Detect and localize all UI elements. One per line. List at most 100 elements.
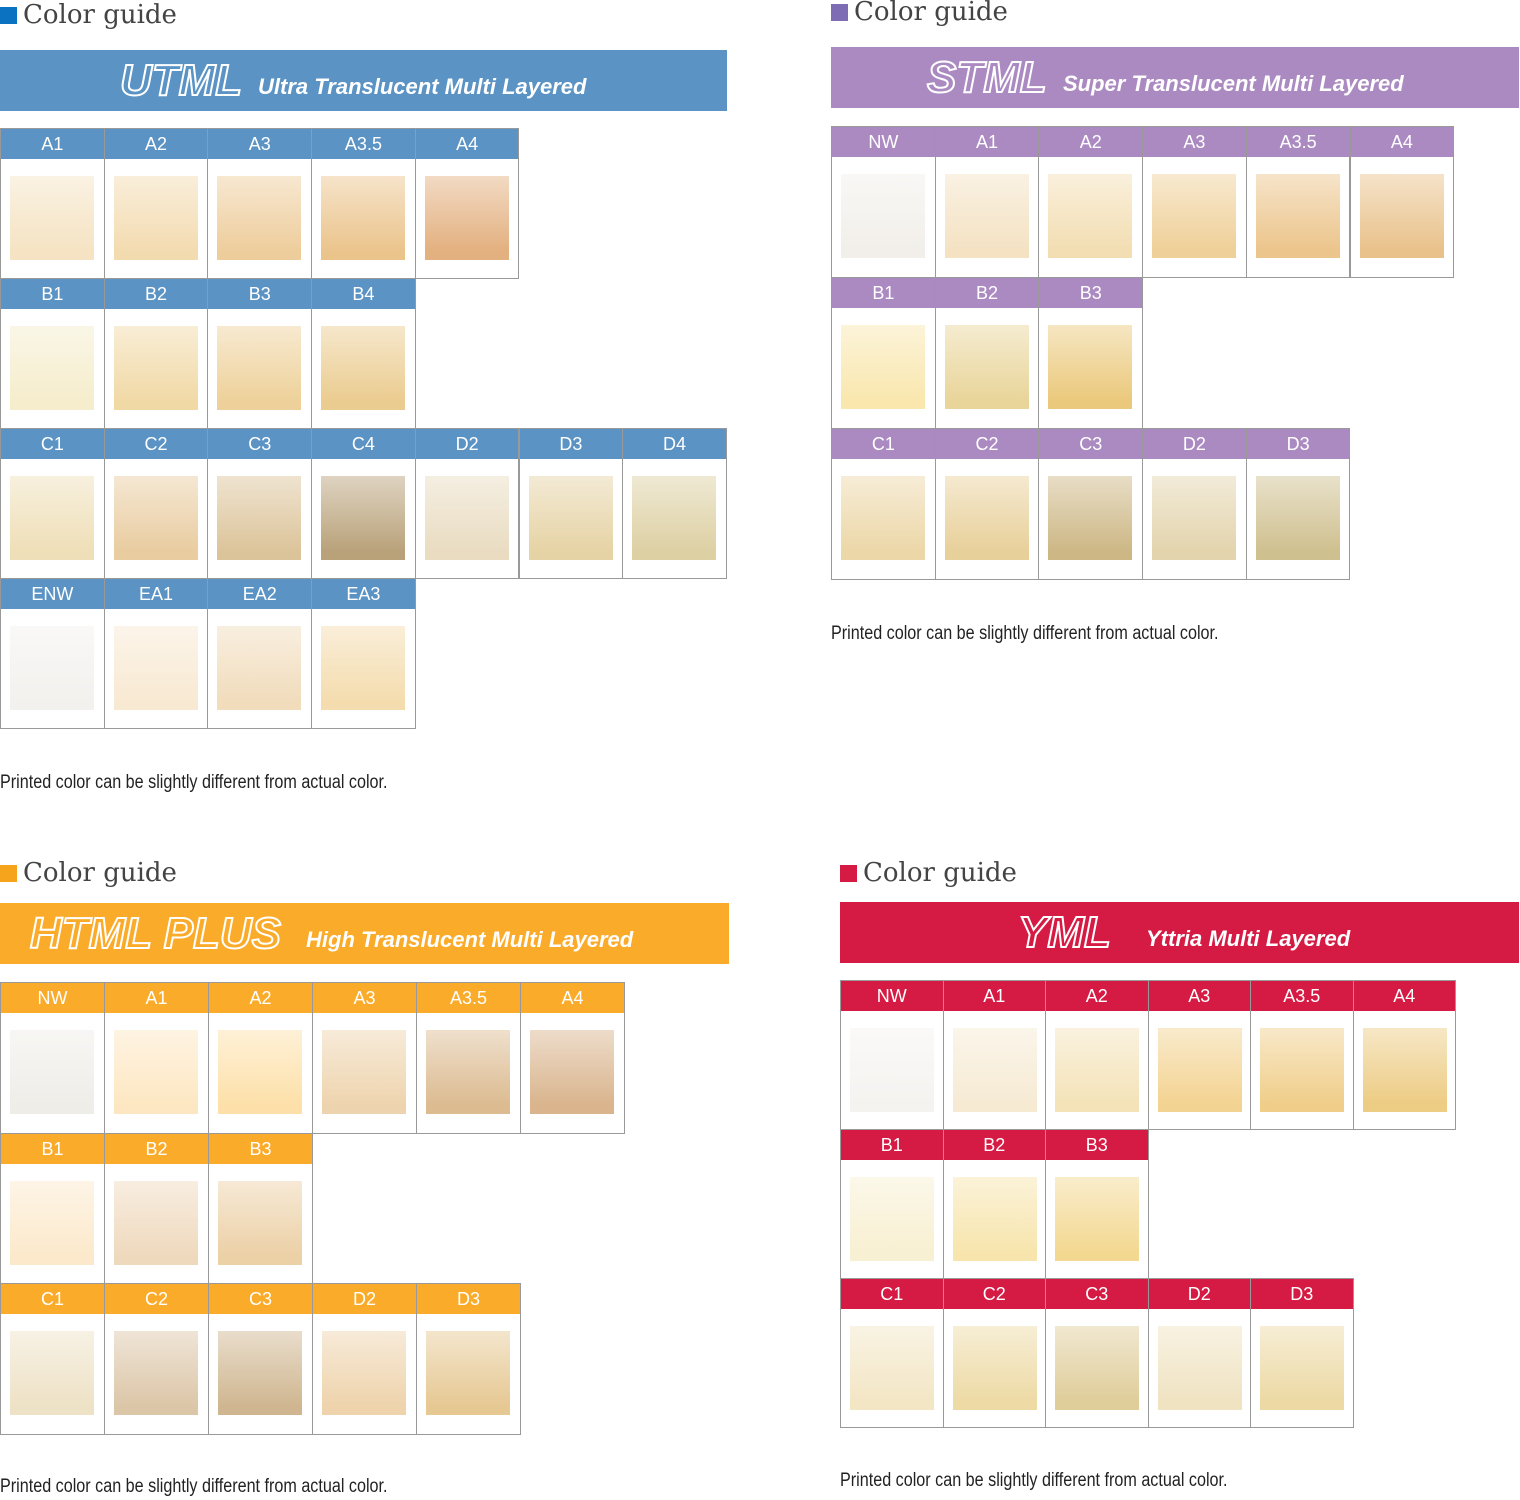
shade-cell: B1 [0, 278, 105, 429]
shade-swatch [10, 176, 94, 260]
shade-label: A3.5 [312, 129, 415, 159]
shade-swatch [218, 1331, 302, 1415]
shade-cell: C2 [104, 1283, 209, 1435]
shade-label: B1 [1, 1133, 104, 1164]
shade-label: B3 [1046, 1130, 1148, 1160]
shade-cell: D2 [312, 1283, 417, 1435]
shade-label: C3 [1046, 1279, 1148, 1309]
shade-label: A3 [208, 129, 312, 159]
shade-label: A3.5 [1251, 981, 1353, 1011]
shade-cell: A3 [1142, 126, 1247, 278]
shade-cell: A3 [312, 982, 417, 1134]
shade-swatch [632, 476, 717, 560]
shade-label: A3 [1143, 127, 1246, 157]
shade-cell: C3 [1038, 428, 1144, 580]
shade-swatch [217, 626, 302, 710]
shade-cell: C3 [207, 428, 313, 579]
shade-cell: B3 [1045, 1129, 1149, 1279]
title-band: HTML PLUS High Translucent Multi Layered [0, 903, 729, 964]
heading-text: Color guide [23, 858, 177, 888]
shade-swatch [424, 476, 509, 560]
shade-label: A1 [105, 983, 208, 1013]
shade-cell: A4 [1352, 980, 1456, 1130]
shade-cell: A4 [520, 982, 625, 1134]
shade-swatch [528, 476, 613, 560]
shade-label: C3 [208, 429, 312, 459]
shade-cell: EA3 [311, 578, 416, 729]
heading: Color guide [831, 0, 1008, 27]
shade-swatch [10, 626, 94, 710]
heading-marker [0, 865, 17, 882]
shade-label: B1 [832, 278, 935, 308]
shade-swatch [1255, 174, 1340, 258]
shade-cell: A1 [942, 980, 1046, 1130]
shade-swatch [952, 1326, 1037, 1410]
product-subtitle: Yttria Multi Layered [1146, 926, 1351, 951]
shade-swatch [841, 325, 925, 409]
shade-swatch [1260, 1326, 1344, 1410]
shade-label: NW [832, 127, 935, 157]
shade-label: B2 [105, 1133, 208, 1164]
note: Printed color can be slightly different … [0, 772, 388, 793]
shade-swatch [944, 174, 1029, 258]
shade-cell: A3 [1147, 980, 1251, 1130]
shade-label: B2 [943, 1130, 1045, 1160]
shade-cell: C2 [103, 428, 209, 579]
shade-cell: C3 [208, 1283, 313, 1435]
shade-label: A1 [1, 129, 104, 159]
shade-swatch [1157, 1326, 1242, 1410]
shade-cell: NW [840, 980, 944, 1130]
shade-swatch [530, 1030, 614, 1114]
heading: Color guide [0, 0, 177, 30]
shade-swatch [113, 476, 198, 560]
shade-label: A2 [104, 129, 208, 159]
shade-label: D3 [1251, 1279, 1353, 1309]
shade-label: C3 [1039, 429, 1143, 459]
heading-text: Color guide [854, 0, 1008, 27]
shade-swatch [1048, 174, 1133, 258]
shade-swatch [1152, 476, 1237, 560]
shade-label: A4 [1353, 981, 1455, 1011]
shade-label: D3 [519, 429, 623, 459]
note: Printed color can be slightly different … [831, 623, 1219, 644]
shade-swatch [217, 176, 302, 260]
shade-swatch [850, 1326, 934, 1410]
heading-text: Color guide [863, 858, 1017, 888]
shade-swatch [1048, 476, 1133, 560]
shade-cell: A4 [1349, 126, 1455, 278]
shade-cell: A4 [414, 128, 520, 279]
shade-swatch [10, 1030, 94, 1114]
shade-label: A2 [209, 983, 312, 1013]
shade-label: A2 [1046, 981, 1148, 1011]
shade-swatch [944, 325, 1029, 409]
shade-cell: D3 [518, 428, 624, 579]
shade-label: A1 [943, 981, 1045, 1011]
shade-swatch [426, 1331, 510, 1415]
shade-swatch [841, 174, 925, 258]
shade-swatch [426, 1030, 510, 1114]
shade-cell: A3.5 [311, 128, 416, 279]
shade-swatch [850, 1177, 934, 1261]
shade-cell: C1 [0, 428, 105, 579]
shade-cell: A3.5 [1250, 980, 1354, 1130]
title-band: YML Yttria Multi Layered [840, 902, 1519, 963]
shade-label: A4 [415, 129, 519, 159]
shade-cell: NW [831, 126, 936, 278]
product-name: HTML PLUS [29, 908, 282, 959]
shade-cell: NW [0, 982, 105, 1134]
shade-swatch [321, 476, 406, 560]
shade-swatch [114, 1331, 198, 1415]
shade-label: B3 [1039, 278, 1143, 308]
shade-swatch [10, 1331, 94, 1415]
shade-label: C1 [832, 429, 935, 459]
shade-swatch [952, 1028, 1037, 1112]
shade-label: A4 [521, 983, 624, 1013]
shade-label: A4 [1350, 127, 1454, 157]
shade-label: C1 [841, 1279, 943, 1309]
shade-swatch [850, 1028, 934, 1112]
shade-cell: B3 [1038, 277, 1144, 429]
shade-swatch [322, 1030, 406, 1114]
shade-label: B2 [935, 278, 1039, 308]
shade-swatch [217, 476, 302, 560]
